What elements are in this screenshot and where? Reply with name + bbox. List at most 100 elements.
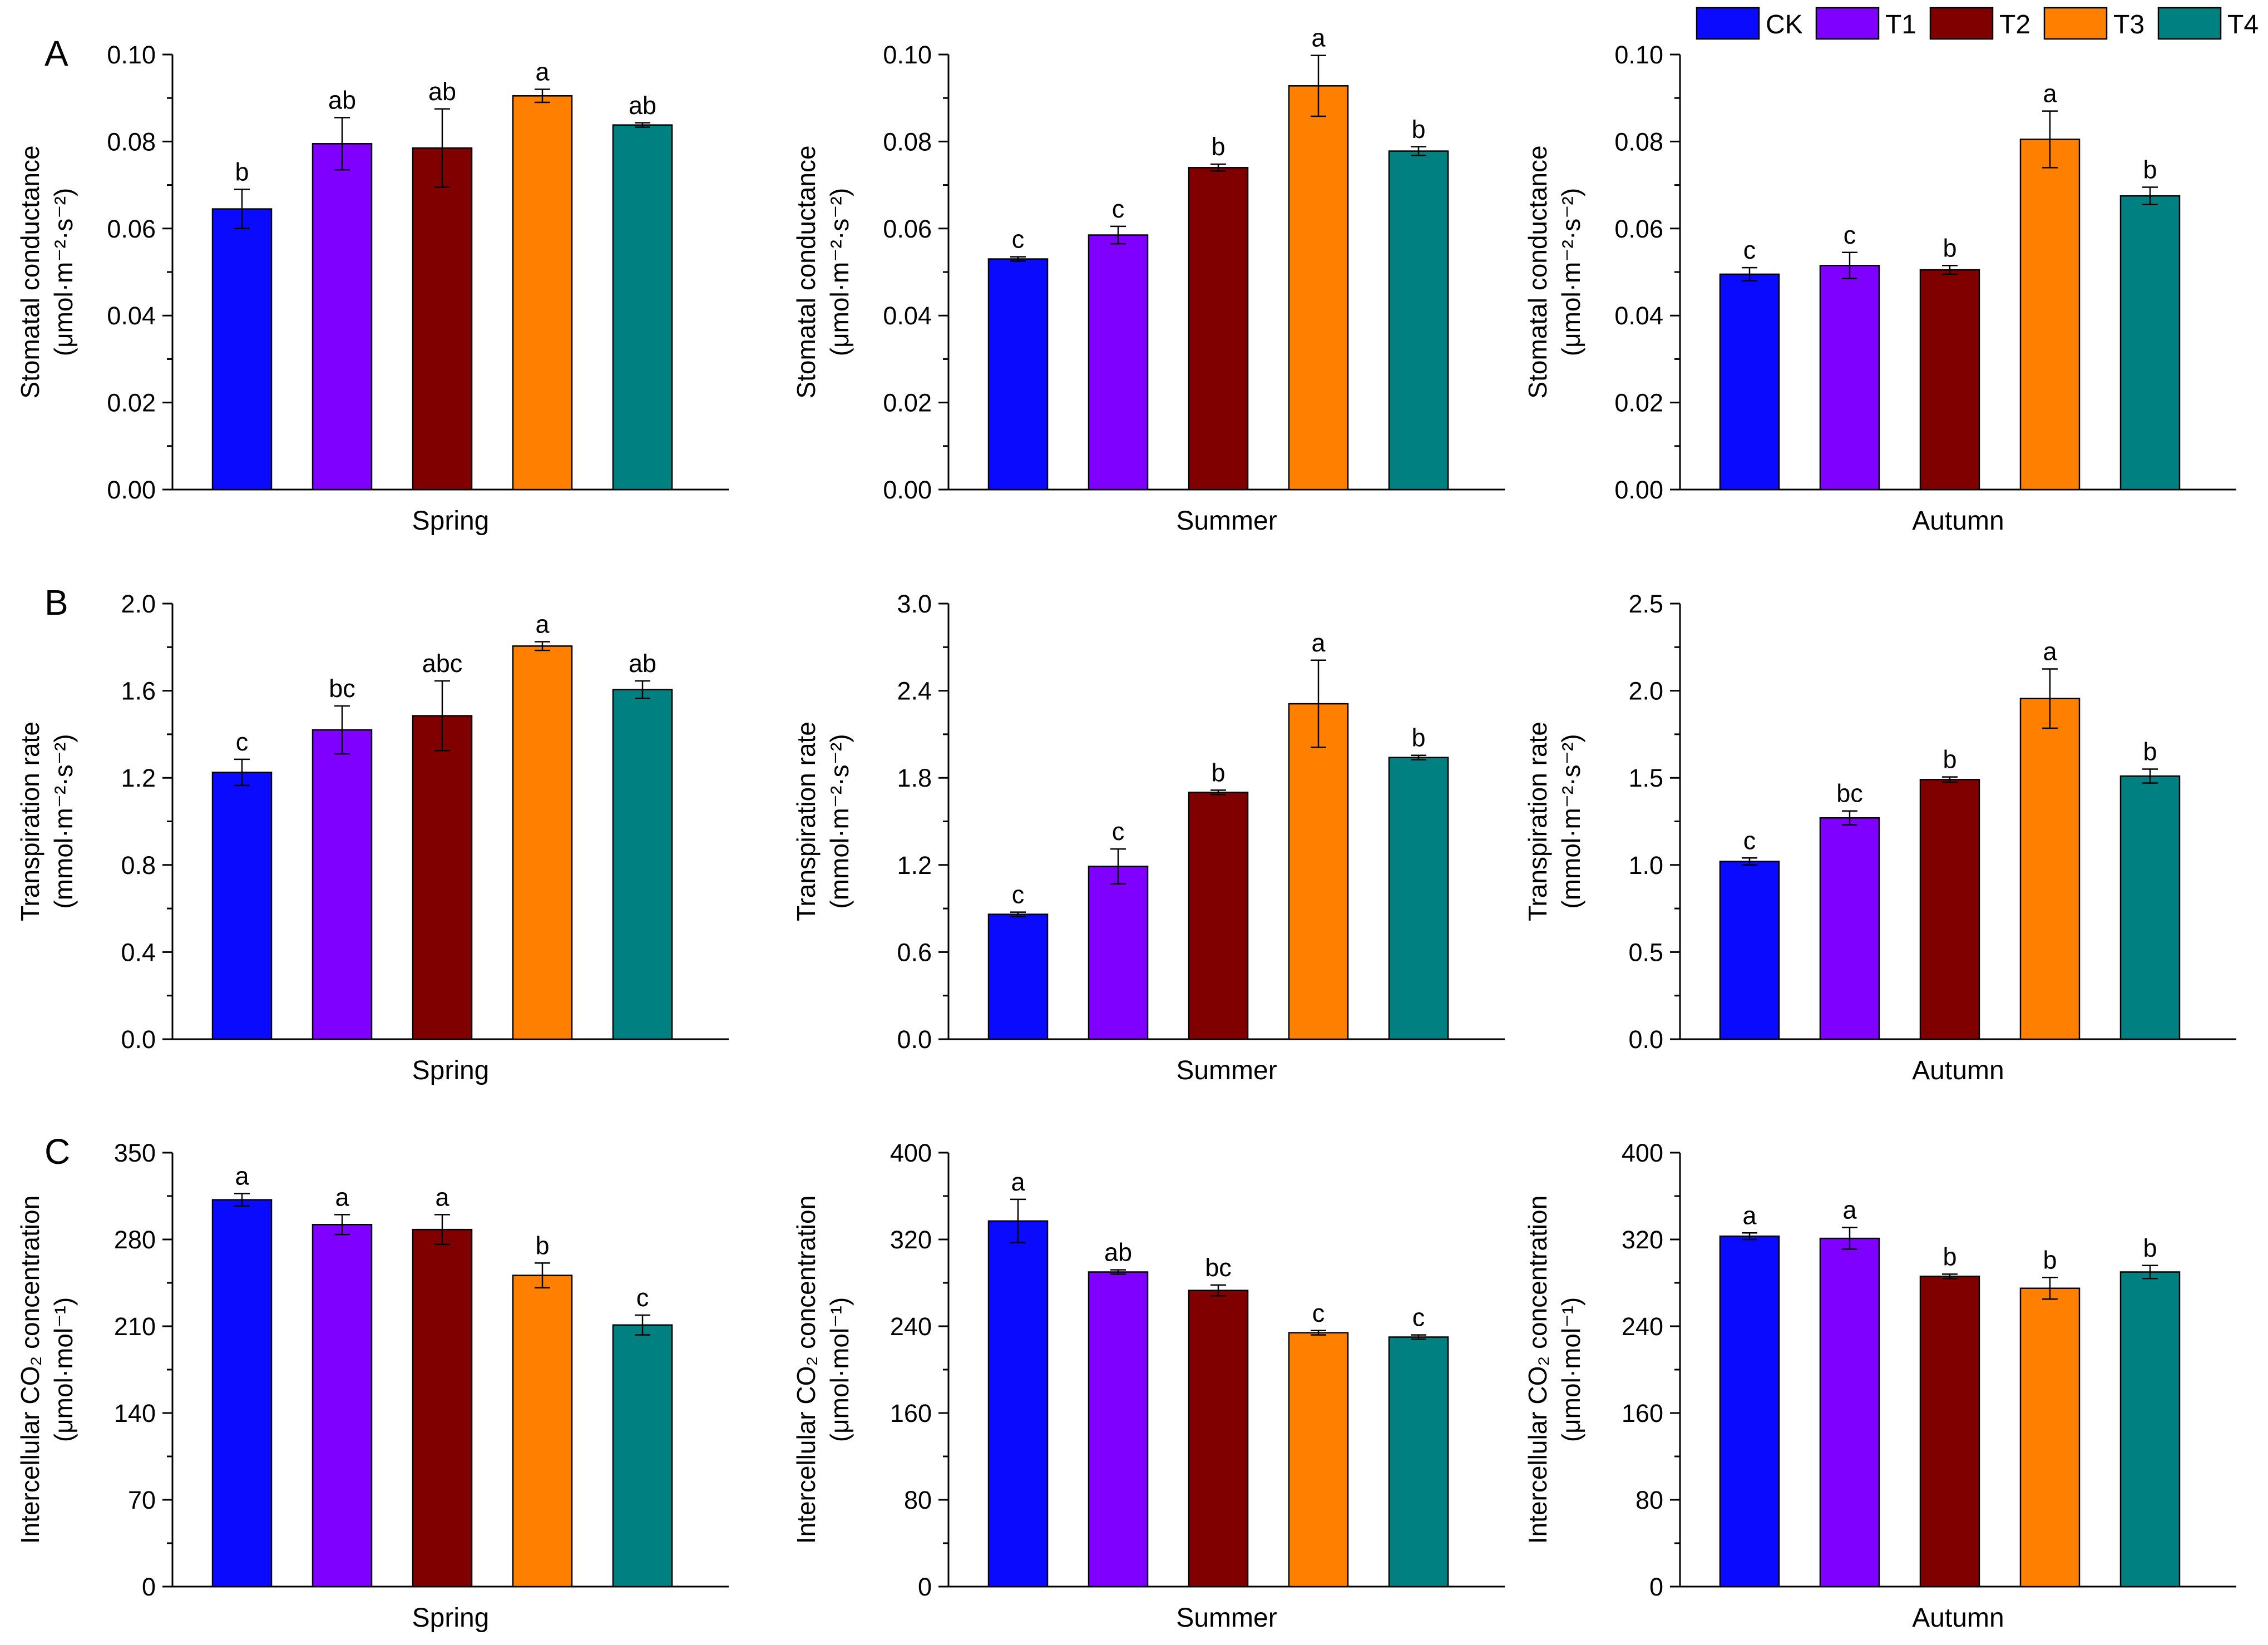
x-axis-title: Summer	[1176, 1056, 1277, 1085]
bar-t3	[512, 95, 573, 491]
significance-letter: a	[535, 58, 550, 86]
y-axis-unit: (mmol·m⁻²·s⁻²)	[825, 734, 854, 908]
y-tick-label: 160	[1622, 1399, 1663, 1427]
bar-t2	[1919, 269, 1980, 491]
significance-letter: b	[1943, 234, 1956, 262]
bar-ck	[211, 208, 273, 491]
y-tick-label: 160	[890, 1399, 932, 1427]
y-tick-label: 0.00	[1614, 476, 1663, 504]
bar-t3	[1288, 703, 1349, 1040]
y-tick-label: 1.8	[897, 764, 932, 792]
significance-letter: c	[636, 1283, 649, 1312]
panel-label: C	[45, 1132, 70, 1172]
y-tick-label: 0.10	[107, 41, 156, 69]
bar-t3	[512, 1274, 573, 1588]
y-tick-label: 2.5	[1628, 590, 1663, 618]
legend-label: CK	[1766, 10, 1803, 39]
y-tick-label: 0.0	[897, 1025, 932, 1054]
y-tick-label: 0.02	[107, 389, 156, 417]
panel-label: B	[45, 582, 68, 623]
y-tick-label: 0.00	[883, 476, 932, 504]
bar-t4	[612, 124, 673, 491]
significance-letter: a	[1311, 629, 1326, 657]
significance-letter: ab	[428, 77, 456, 106]
bar-t1	[1819, 817, 1880, 1040]
y-tick-label: 0.08	[883, 127, 932, 156]
significance-letter: bc	[329, 674, 355, 703]
significance-letter: c	[1312, 1299, 1325, 1327]
bar-t2	[412, 147, 473, 491]
chart-panel-3: 0.00 0.02 0.04 0.06 0.08 0.10 Stomatal conduct…	[1523, 41, 2236, 536]
bar-t1	[312, 143, 373, 491]
bar-t1	[1819, 1237, 1880, 1588]
bar-t4	[612, 1324, 673, 1588]
bar-t2	[412, 715, 473, 1040]
bar-ck	[1719, 861, 1780, 1040]
significance-letter: ab	[629, 91, 656, 120]
y-tick-label: 70	[128, 1486, 156, 1514]
legend-label: T1	[1885, 10, 1916, 39]
bar-t1	[1088, 234, 1149, 491]
y-axis-title: Stomatal conductance	[16, 145, 45, 398]
y-tick-label: 2.4	[897, 677, 932, 705]
y-tick-label: 0	[1649, 1573, 1663, 1601]
y-tick-label: 0.00	[107, 476, 156, 504]
significance-letter: b	[1411, 115, 1425, 144]
legend-swatch-ck	[1696, 7, 1760, 40]
bar-t1	[312, 1224, 373, 1588]
y-tick-label: 0.10	[1614, 41, 1663, 69]
y-tick-label: 400	[890, 1139, 932, 1167]
y-axis-unit: (mmol·m⁻²·s⁻²)	[49, 734, 78, 908]
chart-panel-4: 0.0 0.4 0.8 1.2 1.6 2.0 Transpiration rate (mmo…	[16, 582, 729, 1085]
x-axis-title: Autumn	[1912, 506, 2004, 536]
y-tick-label: 0.06	[107, 215, 156, 243]
bar-t4	[2119, 195, 2181, 491]
significance-letter: b	[1211, 758, 1225, 787]
y-tick-label: 0.06	[883, 215, 932, 243]
significance-letter: c	[1012, 225, 1025, 254]
y-tick-label: 0.08	[107, 127, 156, 156]
bar-ck	[987, 913, 1049, 1040]
legend: CK T1 T2 T3 T4	[1696, 7, 2259, 40]
y-tick-label: 210	[114, 1312, 156, 1341]
significance-letter: b	[535, 1231, 549, 1259]
significance-letter: b	[1411, 724, 1425, 752]
y-axis-unit: (μmol·mol⁻¹)	[1557, 1297, 1585, 1442]
y-tick-label: 1.2	[897, 851, 932, 880]
significance-letter: a	[535, 610, 550, 639]
bar-ck	[211, 772, 273, 1040]
significance-letter: b	[2143, 1234, 2157, 1262]
y-tick-label: 1.5	[1628, 764, 1663, 792]
legend-swatch-t4	[2157, 7, 2222, 40]
y-tick-label: 0	[918, 1573, 932, 1601]
legend-label: T2	[1999, 10, 2030, 39]
y-tick-label: 3.0	[897, 590, 932, 618]
y-tick-label: 320	[890, 1226, 932, 1254]
y-tick-label: 240	[890, 1312, 932, 1341]
bar-ck	[987, 258, 1049, 491]
y-tick-label: 0.6	[897, 938, 932, 966]
significance-letter: c	[1012, 881, 1025, 909]
y-tick-label: 80	[904, 1486, 932, 1514]
significance-letter: a	[235, 1162, 249, 1190]
y-axis-title: Intercellular CO₂ concentration	[1523, 1196, 1552, 1544]
bar-t1	[1819, 265, 1880, 491]
chart-panel-7: 0 70 140 210 280 350 Intercellular CO₂ concent…	[16, 1132, 729, 1633]
bar-t4	[1388, 1336, 1449, 1588]
significance-letter: c	[1844, 221, 1856, 249]
bar-t2	[1919, 1276, 1980, 1588]
bar-ck	[211, 1199, 273, 1588]
chart-panel-2: 0.00 0.02 0.04 0.06 0.08 0.10 Stomatal conduct…	[792, 24, 1505, 536]
y-axis-unit: (mmol·m⁻²·s⁻²)	[1557, 734, 1585, 908]
bar-t3	[2019, 1287, 2081, 1588]
y-axis-title: Transpiration rate	[16, 722, 45, 921]
bar-t2	[1188, 1290, 1249, 1588]
significance-letter: bc	[1205, 1253, 1232, 1282]
y-tick-label: 0.04	[1614, 302, 1663, 330]
bar-t3	[1288, 1332, 1349, 1588]
significance-letter: c	[1112, 817, 1125, 846]
legend-label: T3	[2113, 10, 2145, 39]
x-axis-title: Autumn	[1912, 1056, 2004, 1085]
significance-letter: b	[2143, 156, 2157, 184]
bar-t2	[1188, 792, 1249, 1040]
